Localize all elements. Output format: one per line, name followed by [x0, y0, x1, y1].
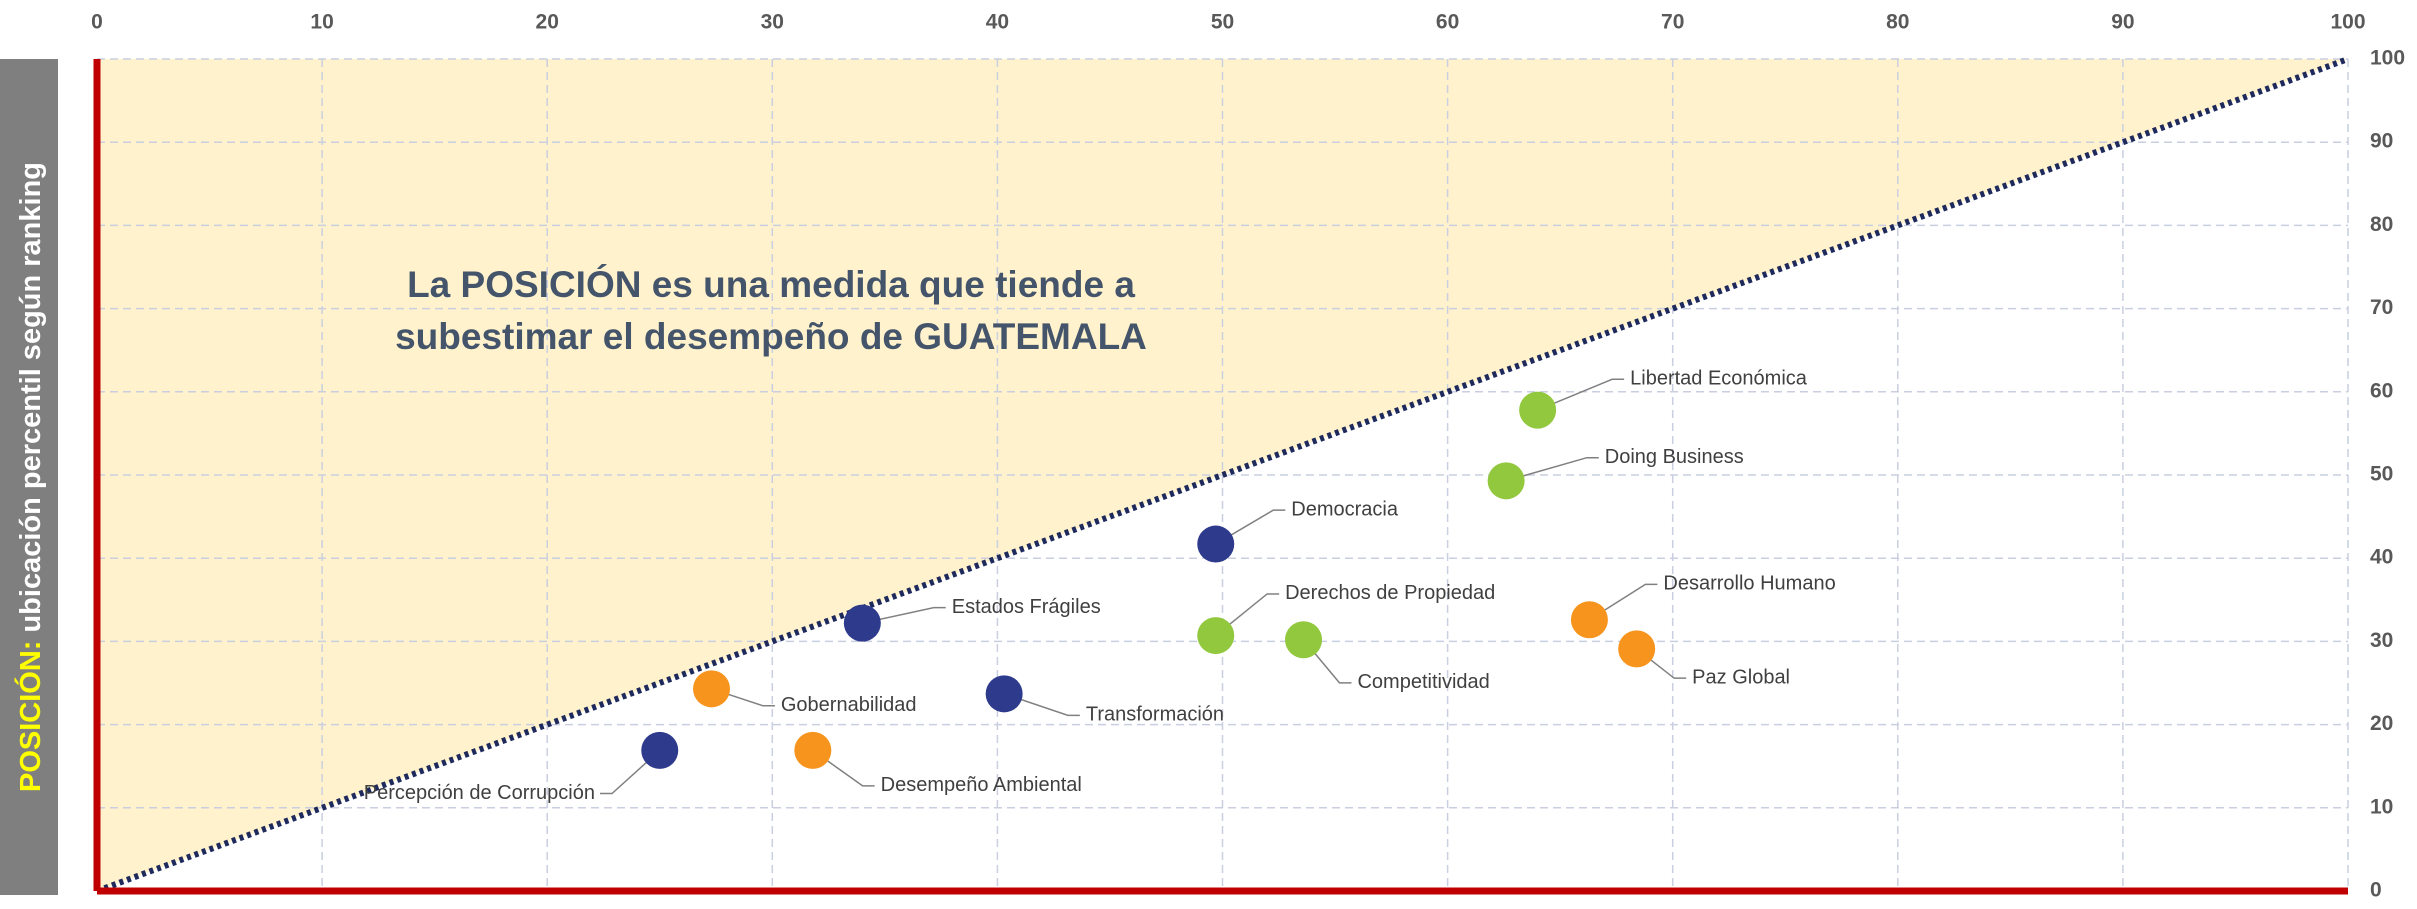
point: [794, 731, 832, 769]
y-tick-label: 50: [2370, 463, 2393, 486]
point: [641, 731, 679, 769]
y-tick-label: 0: [2370, 879, 2382, 902]
point-label: Doing Business: [1605, 446, 1744, 468]
leader-line: [812, 749, 875, 787]
point: [693, 670, 731, 708]
point-label: Transformación: [1086, 704, 1224, 726]
point-label: Derechos de Propiedad: [1285, 582, 1495, 604]
x-tick-label: 40: [986, 11, 1009, 34]
y-label-text: ubicación percentil según ranking: [15, 162, 47, 633]
x-tick-label: 70: [1661, 11, 1684, 34]
point: [843, 604, 881, 642]
annotation: subestimar el desempeño de GUATEMALA: [395, 316, 1147, 357]
leader-line: [1215, 509, 1286, 545]
y-tick-label: 60: [2370, 379, 2393, 402]
y-label-highlight: POSICIÓN:: [13, 641, 47, 792]
point-label: Desarrollo Humano: [1663, 573, 1835, 595]
y-tick-label: 30: [2370, 629, 2393, 652]
leader-line: [1003, 693, 1080, 717]
point: [1570, 601, 1608, 639]
point: [1618, 630, 1656, 668]
y-axis-label: POSICIÓN: ubicación percentil según ranki…: [13, 162, 47, 792]
x-tick-label: 100: [2330, 11, 2365, 34]
x-tick-label: 30: [761, 11, 784, 34]
y-tick-label: 20: [2370, 712, 2393, 735]
x-tick-label: 60: [1436, 11, 1459, 34]
point-label: Competitividad: [1357, 671, 1489, 693]
y-tick-label: 10: [2370, 795, 2393, 818]
x-tick-label: 90: [2111, 11, 2134, 34]
x-tick-label: 80: [1886, 11, 1909, 34]
leader-line: [1215, 593, 1280, 637]
point-label: Gobernabilidad: [781, 694, 917, 716]
leader-line: [862, 606, 946, 624]
y-label-bar: [0, 59, 58, 895]
point: [985, 675, 1023, 713]
point-label: Paz Global: [1692, 666, 1790, 688]
x-tick-label: 10: [310, 11, 333, 34]
point-label: Libertad Económica: [1630, 368, 1808, 390]
point: [1519, 391, 1557, 429]
point-label: Democracia: [1291, 498, 1399, 520]
point-label: Estados Frágiles: [952, 596, 1101, 618]
point: [1197, 617, 1235, 655]
point: [1487, 462, 1525, 500]
y-tick-label: 70: [2370, 296, 2393, 319]
x-tick-label: 0: [91, 11, 103, 34]
annotation: La POSICIÓN es una medida que tiende a: [407, 263, 1135, 305]
y-tick-label: 90: [2370, 130, 2393, 153]
y-tick-label: 40: [2370, 546, 2393, 569]
x-tick-label: 20: [536, 11, 559, 34]
point: [1197, 525, 1235, 563]
y-tick-label: 80: [2370, 213, 2393, 236]
leader-line: [1589, 583, 1658, 621]
x-tick-label: 50: [1211, 11, 1234, 34]
point-label: Percepción de Corrupción: [364, 782, 595, 804]
leader-line: [1505, 456, 1599, 482]
point-label: Desempeño Ambiental: [881, 774, 1082, 796]
leader-line: [600, 749, 661, 795]
point: [1285, 621, 1323, 659]
leader-line: [1537, 378, 1625, 411]
y-tick-label: 100: [2370, 47, 2405, 70]
leader-line: [1302, 639, 1352, 684]
